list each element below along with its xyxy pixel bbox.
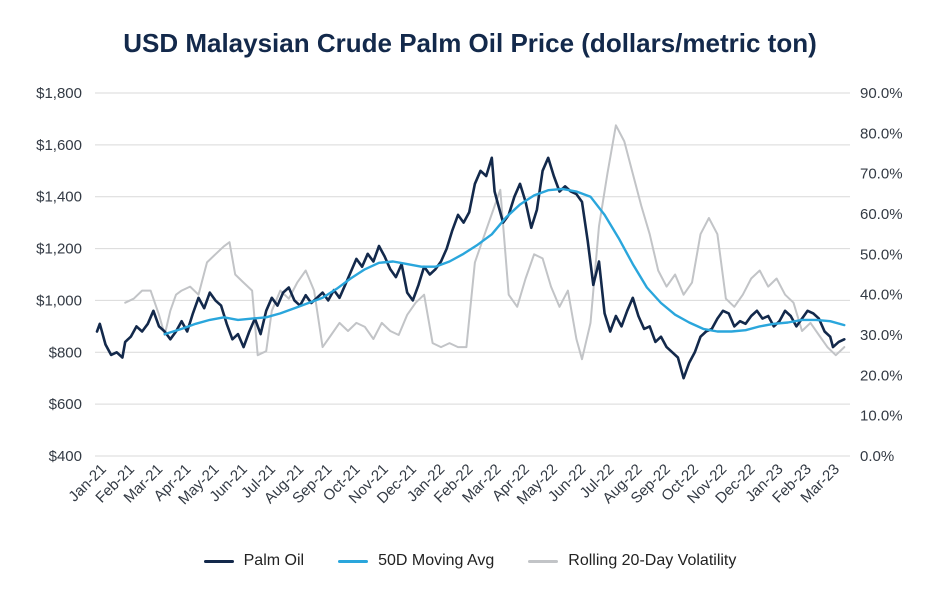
x-axis: Jan-21Feb-21Mar-21Apr-21May-21Jun-21Jul-… — [65, 461, 843, 508]
right-tick-label: 50.0% — [860, 246, 903, 263]
legend-swatch-volatility — [528, 559, 559, 563]
palm-oil-line — [95, 156, 846, 380]
right-tick-label: 80.0% — [860, 125, 903, 142]
volatility-line — [124, 124, 846, 361]
right-tick-label: 90.0% — [860, 85, 903, 102]
moving-avg-line — [163, 187, 846, 336]
left-tick-label: $1,400 — [36, 189, 82, 206]
left-tick-label: $1,000 — [36, 292, 82, 309]
chart-title: USD Malaysian Crude Palm Oil Price (doll… — [123, 28, 817, 58]
legend-item-moving-avg: 50D Moving Avg — [338, 552, 494, 570]
right-tick-label: 10.0% — [860, 408, 903, 425]
left-tick-label: $1,200 — [36, 241, 82, 258]
legend-label-moving-avg: 50D Moving Avg — [378, 552, 495, 569]
left-tick-label: $1,600 — [36, 137, 82, 154]
left-axis: $400 $600 $800 $1,000 $1,200 $1,400 $1,600 $1,8… — [36, 85, 82, 465]
left-tick-label: $400 — [49, 448, 82, 465]
right-axis: 0.0% 10.0% 20.0% 30.0% 40.0% 50.0% 60.0% 70.0% 8… — [860, 85, 903, 465]
legend-item-palm-oil: Palm Oil — [203, 552, 305, 570]
gridlines — [95, 92, 850, 457]
legend-label-volatility: Rolling 20-Day Volatility — [568, 552, 737, 569]
right-tick-label: 40.0% — [860, 287, 903, 304]
right-tick-label: 20.0% — [860, 367, 903, 384]
right-tick-label: 60.0% — [860, 206, 903, 223]
right-tick-label: 30.0% — [860, 327, 903, 344]
series-layer — [95, 124, 846, 380]
right-tick-label: 0.0% — [860, 448, 894, 465]
left-tick-label: $800 — [49, 344, 82, 361]
left-tick-label: $600 — [49, 396, 82, 413]
right-tick-label: 70.0% — [860, 166, 903, 183]
legend-swatch-palm-oil — [203, 559, 234, 563]
legend-item-volatility: Rolling 20-Day Volatility — [528, 552, 736, 570]
legend-label-palm-oil: Palm Oil — [243, 552, 305, 569]
legend-swatch-moving-avg — [338, 559, 369, 563]
legend: Palm Oil 50D Moving Avg Rolling 20-Day V… — [0, 552, 940, 570]
left-tick-label: $1,800 — [36, 85, 82, 102]
